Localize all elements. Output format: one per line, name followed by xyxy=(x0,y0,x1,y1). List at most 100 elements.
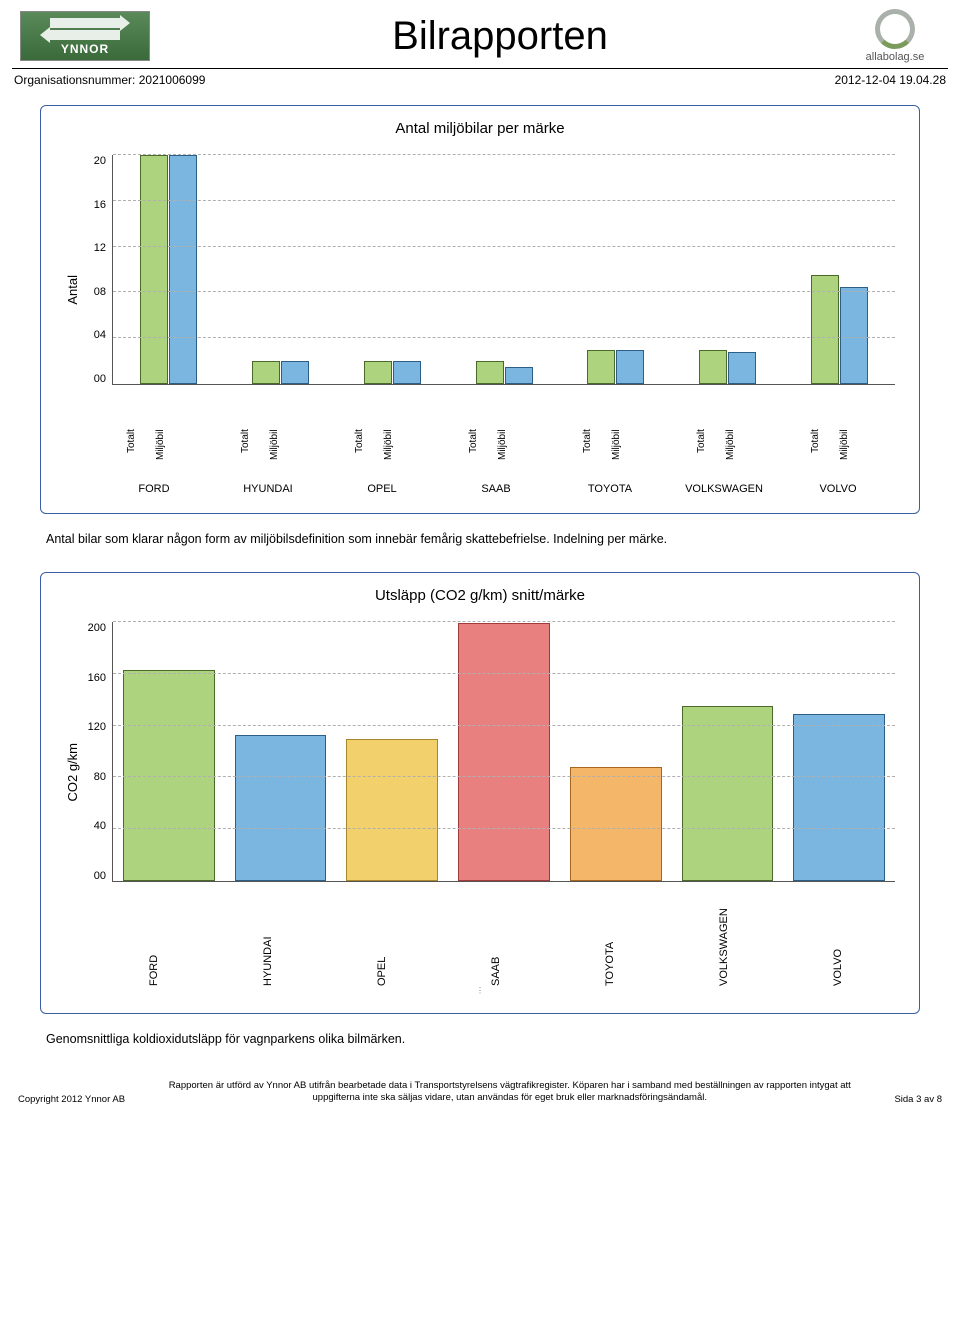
chart1-series-label: Totalt xyxy=(126,429,154,477)
chart1-gridline xyxy=(113,154,895,155)
chart2-slot xyxy=(783,622,895,881)
chart1-bar xyxy=(393,361,421,384)
chart2-brand-label: VOLVO xyxy=(832,926,844,986)
chart1-gridline xyxy=(113,291,895,292)
chart1-brand-label: TOYOTA xyxy=(553,483,667,495)
chart2-gridline xyxy=(113,621,895,622)
chart1-group-labels: TotaltMiljöbil xyxy=(325,429,439,477)
chart1-bar xyxy=(252,361,280,384)
chart1-bar xyxy=(616,350,644,384)
chart1-gridline xyxy=(113,337,895,338)
chart1-series-label: Totalt xyxy=(354,429,382,477)
chart1-ylabel: Antal xyxy=(65,275,80,305)
org-number: Organisationsnummer: 2021006099 xyxy=(14,73,205,87)
footer-disclaimer: Rapporten är utförd av Ynnor AB utifrån … xyxy=(125,1080,894,1105)
chart1-bar xyxy=(364,361,392,384)
chart1-brand-label: SAAB xyxy=(439,483,553,495)
page-header: YNNOR Bilrapporten allabolag.se xyxy=(0,0,960,68)
chart2-ylabel: CO2 g/km xyxy=(65,743,80,802)
chart2-bar xyxy=(346,739,438,881)
chart1-series-label: Totalt xyxy=(468,429,496,477)
chart2-title: Utsläpp (CO2 g/km) snitt/märke xyxy=(65,587,895,604)
chart2-card: Utsläpp (CO2 g/km) snitt/märke CO2 g/km … xyxy=(40,572,920,1014)
chart2-bar xyxy=(235,735,327,881)
chart1-group-labels: TotaltMiljöbil xyxy=(553,429,667,477)
chart1-group-labels: TotaltMiljöbil xyxy=(781,429,895,477)
chart2-brand-label: FORD xyxy=(148,926,160,986)
chart1-bar xyxy=(840,287,868,384)
chart1-series-label: Miljöbil xyxy=(839,429,867,477)
chart1-series-label: Miljöbil xyxy=(725,429,753,477)
chart1-group xyxy=(672,155,784,384)
chart2-ytick: 40 xyxy=(86,820,106,832)
allabolag-logo: allabolag.se xyxy=(850,9,940,63)
arrow-left-icon xyxy=(50,30,120,40)
chart2-ytick: 80 xyxy=(86,771,106,783)
chart1-bar xyxy=(728,352,756,384)
chart2-slot xyxy=(336,622,448,881)
chart2-slot xyxy=(448,622,560,881)
footer-page-number: Sida 3 av 8 xyxy=(894,1094,942,1105)
chart1-gridline xyxy=(113,200,895,201)
chart1-plot: Antal 201612080400 xyxy=(65,155,895,425)
chart1-bar xyxy=(476,361,504,384)
chart2-caption: Genomsnittliga koldioxidutsläpp för vagn… xyxy=(46,1032,914,1046)
chart1-series-label: Totalt xyxy=(810,429,838,477)
chart1-caption: Antal bilar som klarar någon form av mil… xyxy=(46,532,914,546)
chart2-yticks: 200160120804000 xyxy=(86,622,112,882)
chart1-group xyxy=(560,155,672,384)
chart2-bar xyxy=(458,623,550,881)
chart2-bar xyxy=(570,767,662,881)
chart1-ytick: 16 xyxy=(86,199,106,211)
chart1-group xyxy=(336,155,448,384)
chart1-bar xyxy=(587,350,615,384)
chart1-ytick: 08 xyxy=(86,286,106,298)
chart2-bar xyxy=(793,714,885,881)
chart1-series-label: Miljöbil xyxy=(269,429,297,477)
chart2-ytick: 200 xyxy=(86,622,106,634)
chart2-area xyxy=(112,622,895,882)
chart1-series-label: Totalt xyxy=(696,429,724,477)
chart1-area xyxy=(112,155,895,385)
chart2-gridline xyxy=(113,776,895,777)
chart2-ellipsis: ⋮ xyxy=(65,986,895,995)
chart1-series-label: Miljöbil xyxy=(155,429,183,477)
chart1-title: Antal miljöbilar per märke xyxy=(65,120,895,137)
chart2-gridline xyxy=(113,673,895,674)
chart2-ytick: 120 xyxy=(86,721,106,733)
chart2-brand-label: VOLKSWAGEN xyxy=(718,926,730,986)
chart2-ytick: 160 xyxy=(86,672,106,684)
page-title: Bilrapporten xyxy=(150,14,850,59)
chart1-ytick: 12 xyxy=(86,242,106,254)
chart2-bar xyxy=(682,706,774,881)
chart1-bar xyxy=(140,155,168,384)
chart1-series-label: Miljöbil xyxy=(383,429,411,477)
allabolag-icon xyxy=(875,9,915,49)
allabolag-text: allabolag.se xyxy=(850,51,940,63)
chart2-gridline xyxy=(113,828,895,829)
chart2-brand-label: SAAB xyxy=(490,926,502,986)
chart1-group xyxy=(448,155,560,384)
chart1-brand-label: HYUNDAI xyxy=(211,483,325,495)
chart1-gridline xyxy=(113,246,895,247)
chart1-series-labels: TotaltMiljöbilTotaltMiljöbilTotaltMiljöb… xyxy=(97,429,895,477)
chart1-ytick: 04 xyxy=(86,329,106,341)
arrow-right-icon xyxy=(50,18,120,28)
chart2-slot xyxy=(113,622,225,881)
chart2-gridline xyxy=(113,725,895,726)
ynnor-logo: YNNOR xyxy=(20,11,150,61)
chart1-group-labels: TotaltMiljöbil xyxy=(211,429,325,477)
chart1-series-label: Totalt xyxy=(240,429,268,477)
chart1-bar xyxy=(169,155,197,384)
chart1-brand-label: FORD xyxy=(97,483,211,495)
page-footer: Copyright 2012 Ynnor AB Rapporten är utf… xyxy=(0,1072,960,1119)
chart2-brand-label: TOYOTA xyxy=(604,926,616,986)
chart2-slot xyxy=(672,622,784,881)
chart1-group xyxy=(225,155,337,384)
chart1-ytick: 00 xyxy=(86,373,106,385)
chart2-brand-label: OPEL xyxy=(376,926,388,986)
chart1-series-label: Miljöbil xyxy=(497,429,525,477)
subheader: Organisationsnummer: 2021006099 2012-12-… xyxy=(0,69,960,95)
chart1-group xyxy=(783,155,895,384)
chart1-series-label: Miljöbil xyxy=(611,429,639,477)
